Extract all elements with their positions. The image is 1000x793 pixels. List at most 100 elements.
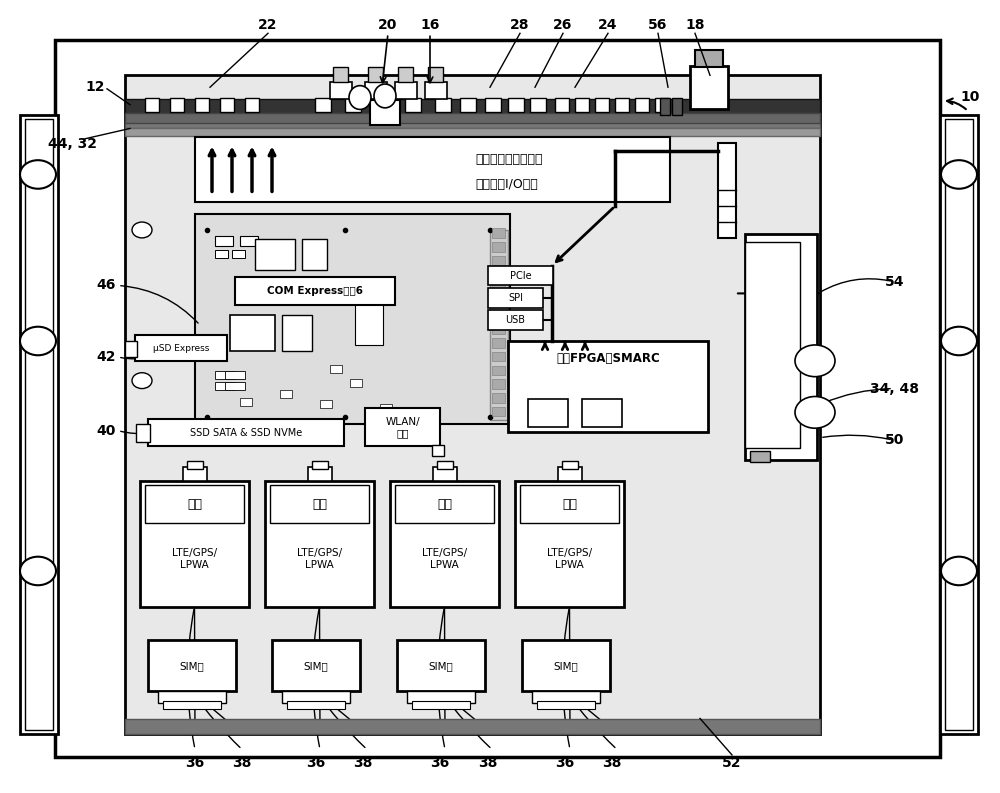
Bar xyxy=(355,293,383,345)
Text: LTE/GPS/
LPWA: LTE/GPS/ LPWA xyxy=(547,548,592,570)
Text: 无线: 无线 xyxy=(437,498,452,511)
Bar xyxy=(582,399,622,427)
Bar xyxy=(460,98,476,112)
Text: 46: 46 xyxy=(96,278,116,293)
Text: 38: 38 xyxy=(478,756,498,770)
Bar xyxy=(488,288,543,308)
Bar xyxy=(425,82,447,99)
Circle shape xyxy=(941,557,977,585)
Bar xyxy=(245,98,259,112)
Bar xyxy=(282,691,350,703)
Bar xyxy=(492,352,505,362)
Bar xyxy=(140,481,249,607)
Text: LTE/GPS/
LPWA: LTE/GPS/ LPWA xyxy=(297,548,342,570)
Bar xyxy=(485,98,501,112)
Bar xyxy=(435,98,451,112)
Bar xyxy=(195,214,510,424)
Bar xyxy=(380,404,392,412)
Bar xyxy=(745,242,800,448)
Text: 40: 40 xyxy=(96,423,116,438)
Bar xyxy=(125,128,820,136)
Bar xyxy=(537,701,595,709)
Bar xyxy=(508,341,708,432)
Bar xyxy=(125,719,820,734)
Bar xyxy=(125,99,820,115)
Bar xyxy=(488,266,553,285)
Bar xyxy=(308,467,332,481)
Bar xyxy=(528,399,568,427)
Bar xyxy=(158,691,226,703)
Bar xyxy=(492,256,505,266)
Bar xyxy=(148,640,236,691)
Text: LTE/GPS/
LPWA: LTE/GPS/ LPWA xyxy=(172,548,217,570)
Bar xyxy=(530,98,546,112)
Circle shape xyxy=(20,160,56,189)
Bar xyxy=(492,338,505,347)
Text: 模块化的I/O接口: 模块化的I/O接口 xyxy=(475,178,538,190)
Bar xyxy=(195,137,670,202)
Circle shape xyxy=(20,557,56,585)
Bar xyxy=(302,239,327,270)
Bar xyxy=(575,98,589,112)
Bar xyxy=(492,283,505,293)
Bar xyxy=(635,98,649,112)
Bar xyxy=(135,335,227,361)
Circle shape xyxy=(20,327,56,355)
Bar xyxy=(125,121,820,128)
Bar xyxy=(492,228,505,238)
Bar xyxy=(945,119,973,730)
Bar xyxy=(595,98,609,112)
Bar xyxy=(148,419,344,446)
Text: 28: 28 xyxy=(510,18,530,33)
Text: SIM卡: SIM卡 xyxy=(180,661,204,671)
Bar xyxy=(407,691,475,703)
Text: 无线: 无线 xyxy=(187,498,202,511)
Text: 12: 12 xyxy=(85,80,105,94)
Circle shape xyxy=(132,222,152,238)
Text: 38: 38 xyxy=(353,756,373,770)
Text: 36: 36 xyxy=(306,756,326,770)
Bar xyxy=(55,40,940,757)
Text: 36: 36 xyxy=(555,756,575,770)
Bar xyxy=(370,100,400,125)
Text: 18: 18 xyxy=(685,18,705,33)
Text: 24: 24 xyxy=(598,18,618,33)
Bar xyxy=(492,379,505,389)
Bar xyxy=(690,66,728,109)
Bar xyxy=(330,365,342,373)
Circle shape xyxy=(941,327,977,355)
Bar xyxy=(145,98,159,112)
Bar xyxy=(397,640,485,691)
Text: SPI: SPI xyxy=(508,293,523,303)
Bar xyxy=(282,315,312,351)
Bar xyxy=(240,236,258,246)
Bar xyxy=(315,98,331,112)
Bar xyxy=(182,467,207,481)
Bar xyxy=(215,250,228,258)
Bar xyxy=(745,234,817,460)
Bar xyxy=(695,50,723,67)
Bar xyxy=(368,67,383,82)
Bar xyxy=(232,250,245,258)
Bar xyxy=(492,297,505,307)
Bar xyxy=(522,640,610,691)
Bar xyxy=(195,98,209,112)
Bar xyxy=(395,82,417,99)
Bar xyxy=(615,98,629,112)
Bar xyxy=(492,393,505,403)
Bar xyxy=(225,382,245,390)
Bar xyxy=(333,67,348,82)
Text: 54: 54 xyxy=(885,274,905,289)
Bar xyxy=(280,390,292,398)
Bar xyxy=(405,98,421,112)
Bar xyxy=(320,400,332,408)
Bar xyxy=(492,366,505,375)
Circle shape xyxy=(795,345,835,377)
Bar xyxy=(532,691,600,703)
Circle shape xyxy=(795,396,835,428)
Text: 36: 36 xyxy=(430,756,450,770)
Bar xyxy=(170,98,184,112)
Text: 26: 26 xyxy=(553,18,573,33)
Bar xyxy=(432,445,444,456)
Text: SIM卡: SIM卡 xyxy=(304,661,328,671)
